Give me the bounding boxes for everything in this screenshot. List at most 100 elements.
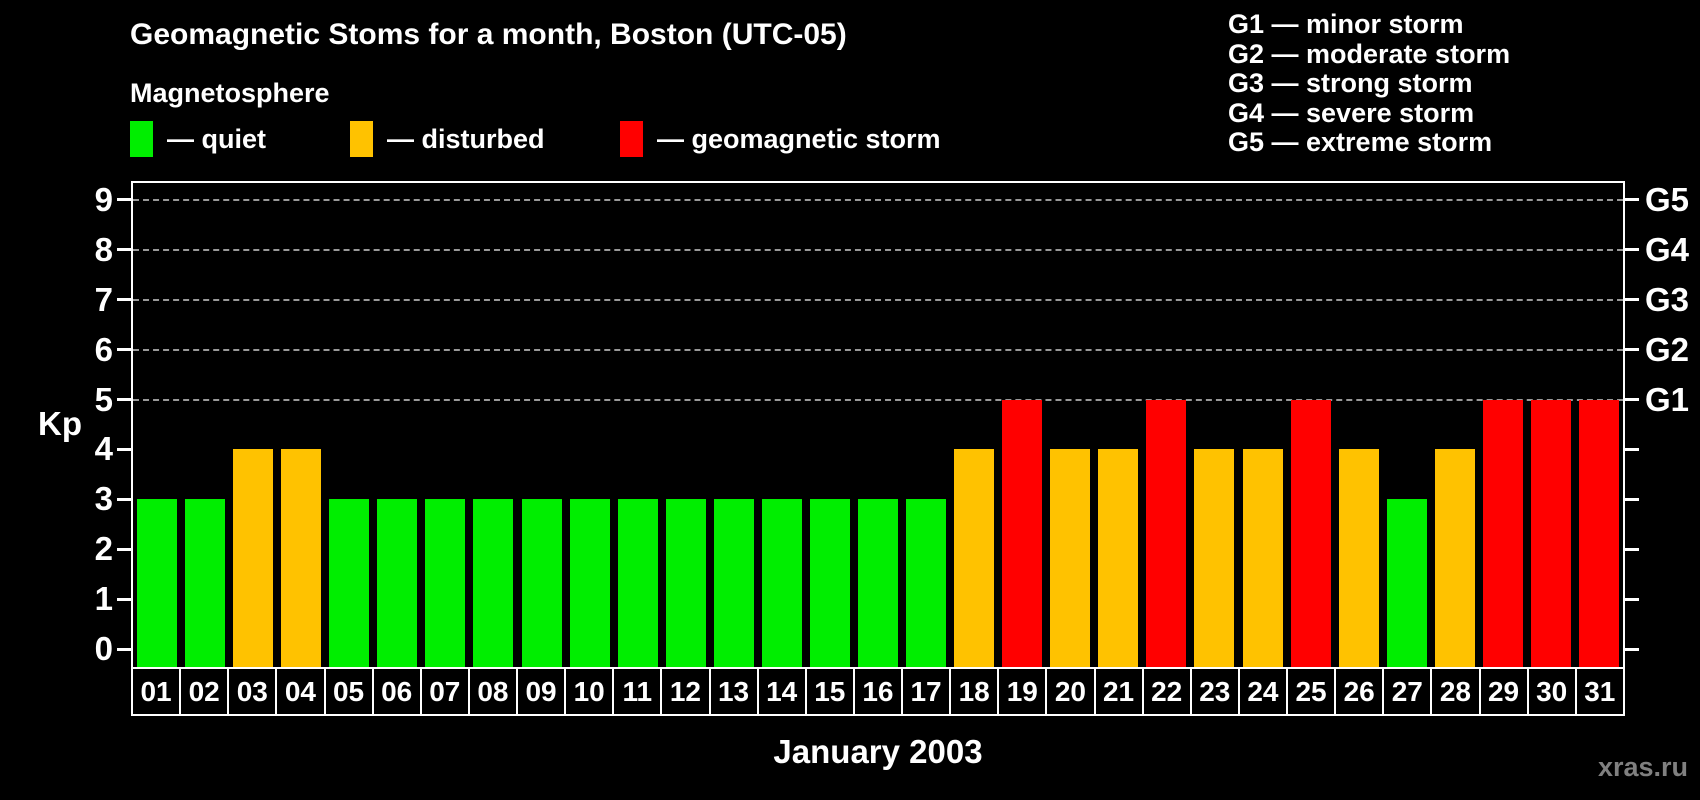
y-axis-title: Kp (38, 405, 82, 442)
y-axis-label-8: 8 (94, 230, 113, 268)
day-cell-15: 15 (804, 667, 855, 716)
day-cell-02: 02 (179, 667, 230, 716)
x-axis-title: January 2003 (773, 733, 983, 770)
day-cell-21: 21 (1093, 667, 1144, 716)
kp-bar-day-16 (858, 499, 898, 667)
day-cell-06: 06 (371, 667, 422, 716)
day-cell-19: 19 (997, 667, 1048, 716)
g-scale-axis-label-G2: G2 (1645, 330, 1690, 368)
legend-item-disturbed: — disturbed (350, 120, 545, 158)
kp-bar-day-30 (1530, 399, 1571, 667)
chart-title: Geomagnetic Stoms for a month, Boston (U… (130, 18, 847, 51)
kp-bar-day-06 (377, 499, 418, 667)
legend-label: — geomagnetic storm (657, 124, 941, 154)
day-cell-31: 31 (1574, 667, 1625, 716)
kp-bar-day-25 (1290, 399, 1331, 667)
day-cell-27: 27 (1382, 667, 1433, 716)
right-tick-kp-1 (1625, 597, 1639, 601)
day-cell-14: 14 (756, 667, 807, 716)
left-tick-kp-1 (117, 597, 131, 601)
day-cell-20: 20 (1045, 667, 1096, 716)
left-tick-kp-8 (117, 248, 131, 252)
left-tick-kp-2 (117, 547, 131, 551)
kp-bar-day-12 (665, 499, 706, 667)
kp-bar-day-14 (761, 499, 802, 667)
right-tick-kp-3 (1625, 497, 1639, 501)
day-cell-23: 23 (1189, 667, 1240, 716)
gridline-kp-5 (133, 398, 1623, 401)
left-tick-kp-9 (117, 198, 131, 202)
day-cell-01: 01 (131, 667, 182, 716)
day-cell-16: 16 (852, 667, 903, 716)
legend-item-quiet: — quiet (130, 120, 266, 158)
kp-bar-day-24 (1242, 449, 1283, 667)
kp-bar-day-04 (281, 449, 322, 667)
kp-bar-day-10 (569, 499, 610, 667)
day-label-row: 01 02 03 04 05 06 07 08 09 10 11 12 13 14 15 16 17 18 19 20… (131, 667, 1625, 716)
y-axis-label-9: 9 (94, 180, 113, 218)
day-cell-04: 04 (275, 667, 326, 716)
day-cell-05: 05 (323, 667, 374, 716)
disturbed-color-swatch (350, 121, 373, 157)
left-tick-kp-4 (117, 447, 131, 451)
legend-label: — disturbed (387, 124, 545, 154)
kp-bar-day-09 (521, 499, 562, 667)
watermark: xras.ru (1597, 752, 1688, 782)
kp-bar-day-05 (329, 499, 370, 667)
day-cell-13: 13 (708, 667, 759, 716)
day-cell-12: 12 (660, 667, 711, 716)
kp-bar-day-19 (1002, 399, 1043, 667)
kp-bar-day-21 (1098, 449, 1139, 667)
kp-bar-day-29 (1482, 399, 1523, 667)
right-tick-kp-5 (1625, 398, 1639, 401)
day-cell-24: 24 (1237, 667, 1288, 716)
y-axis-label-7: 7 (94, 280, 113, 318)
left-tick-kp-7 (117, 298, 131, 302)
y-axis-label-5: 5 (94, 380, 113, 418)
g-scale-line: G4 — severe storm (1228, 97, 1475, 128)
gridline-kp-6 (133, 348, 1623, 351)
y-axis-label-0: 0 (94, 630, 113, 667)
right-tick-kp-4 (1625, 447, 1639, 451)
left-tick-kp-6 (117, 348, 131, 352)
day-cell-11: 11 (612, 667, 663, 716)
day-cell-03: 03 (227, 667, 278, 716)
g-scale-axis-label-G1: G1 (1645, 380, 1690, 418)
right-tick-kp-8 (1625, 248, 1639, 252)
kp-bar-day-22 (1146, 399, 1187, 667)
g-scale-axis-label-G4: G4 (1645, 230, 1690, 268)
y-axis-label-1: 1 (94, 580, 113, 618)
right-tick-kp-2 (1625, 547, 1639, 551)
day-cell-08: 08 (467, 667, 518, 716)
day-cell-26: 26 (1334, 667, 1385, 716)
day-cell-10: 10 (564, 667, 615, 716)
kp-bar-day-31 (1578, 399, 1619, 667)
left-tick-kp-5 (117, 398, 131, 401)
legend-item-storm: — geomagnetic storm (620, 120, 941, 158)
kp-bar-day-13 (713, 499, 754, 667)
day-cell-09: 09 (516, 667, 567, 716)
right-tick-kp-9 (1625, 198, 1639, 202)
storm-color-swatch (620, 121, 643, 157)
kp-bar-day-01 (137, 499, 178, 667)
kp-bar-day-27 (1386, 499, 1427, 667)
y-axis-label-2: 2 (94, 530, 113, 568)
day-cell-18: 18 (949, 667, 1000, 716)
g-scale-line: G5 — extreme storm (1228, 127, 1493, 158)
g-scale-line: G1 — minor storm (1228, 9, 1464, 39)
g-scale-legend: G1 — minor storm G2 — moderate storm G3 … (1228, 9, 1510, 158)
kp-bar-day-20 (1050, 449, 1091, 667)
kp-bar-day-08 (473, 499, 514, 667)
gridline-kp-8 (133, 248, 1623, 251)
kp-bar-day-02 (185, 499, 226, 667)
kp-bar-day-11 (617, 499, 658, 667)
kp-bar-day-03 (233, 449, 274, 667)
y-axis-label-3: 3 (94, 480, 113, 518)
kp-bar-day-15 (809, 499, 850, 667)
kp-bar-day-07 (425, 499, 466, 667)
day-cell-17: 17 (901, 667, 952, 716)
day-cell-30: 30 (1526, 667, 1577, 716)
right-tick-kp-6 (1625, 348, 1639, 352)
y-axis-label-4: 4 (94, 430, 113, 468)
